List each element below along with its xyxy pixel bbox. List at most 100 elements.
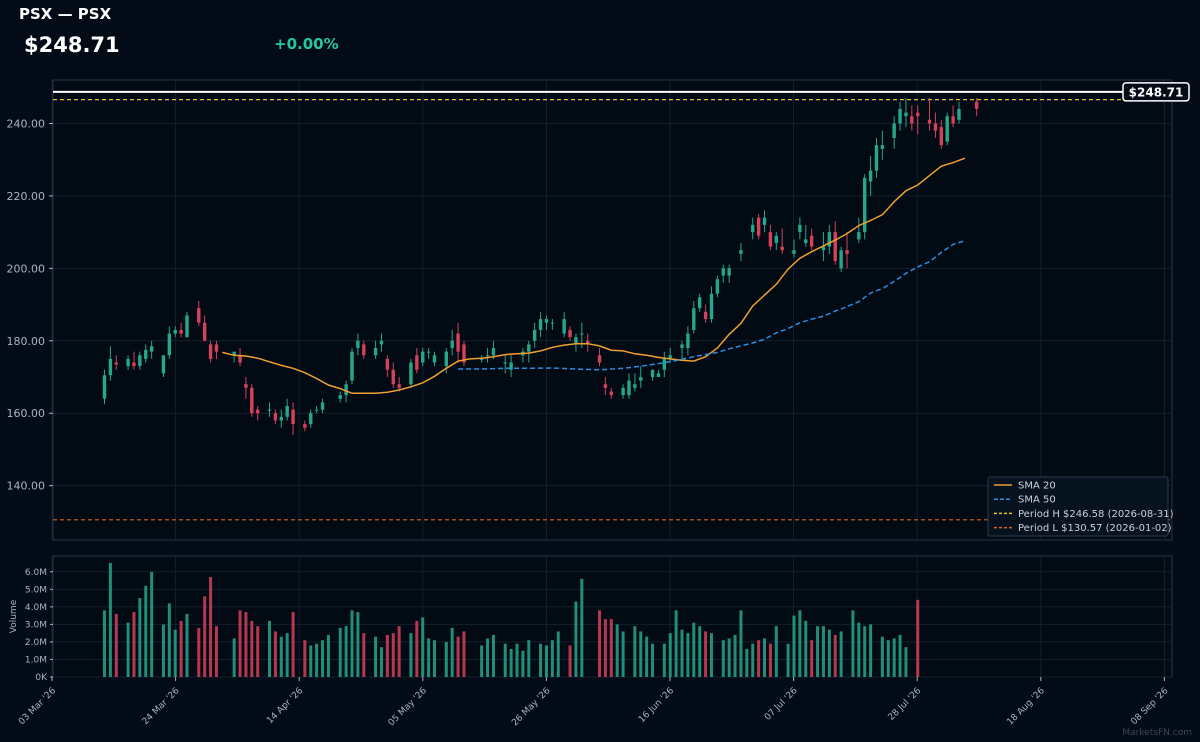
- x-axis: 03 Mar '26 24 Mar '26 14 Apr '26 05 May '26…: [17, 677, 1171, 728]
- candle-body: [314, 409, 319, 411]
- volume-bar: [615, 624, 619, 677]
- candle-body: [597, 355, 602, 363]
- volume-bar: [114, 613, 118, 677]
- volume-tick-label: 4.0M: [25, 603, 47, 613]
- volume-bar: [486, 638, 490, 677]
- candle-body: [126, 358, 130, 367]
- volume-bar: [544, 645, 548, 677]
- legend-box: [987, 476, 1169, 537]
- candle-body: [114, 362, 118, 365]
- candle-body: [503, 362, 507, 364]
- volume-bar: [804, 620, 808, 677]
- volume-bar: [833, 634, 837, 677]
- candle-body: [362, 344, 366, 356]
- volume-bar: [338, 627, 342, 677]
- x-tick-label: 14 Apr '26: [265, 686, 305, 726]
- volume-bar: [185, 613, 189, 677]
- volume-bar: [344, 626, 348, 677]
- volume-tick-label: 1.0M: [25, 655, 47, 665]
- candle-body: [373, 348, 378, 356]
- candle-body: [709, 293, 714, 320]
- volume-bar: [362, 633, 366, 677]
- candle-body: [108, 358, 113, 376]
- volume-bar: [739, 610, 743, 677]
- volume-bar: [810, 640, 814, 677]
- candle-body: [379, 340, 384, 345]
- candle-body: [650, 369, 655, 378]
- candle-body: [450, 340, 454, 349]
- x-tick-label: 07 Jul '26: [763, 686, 800, 723]
- legend-item-label: SMA 20: [1018, 481, 1056, 492]
- volume-bar: [291, 612, 295, 677]
- volume-panel: 0K 1.0M 2.0M 3.0M 4.0M 5.0M 6.0M Volume: [9, 555, 1173, 683]
- x-tick-label: 26 May '26: [510, 686, 552, 728]
- y-tick-label: 140.00: [7, 480, 46, 493]
- candle-body: [762, 217, 767, 225]
- volume-bar: [103, 610, 106, 677]
- volume-tick-label: 5.0M: [25, 585, 47, 595]
- volume-bar: [621, 631, 625, 677]
- volume-bar: [662, 643, 666, 677]
- candle-body: [527, 344, 531, 352]
- volume-bar: [326, 634, 330, 677]
- volume-bar: [138, 598, 142, 677]
- candle-body: [309, 413, 313, 425]
- volume-bar: [480, 645, 484, 677]
- volume-bar: [521, 650, 525, 677]
- candle-body: [751, 224, 755, 233]
- volume-bar: [391, 633, 395, 677]
- candle-body: [161, 355, 166, 374]
- candle-body: [662, 358, 667, 370]
- candle-body: [780, 246, 784, 251]
- candle-body: [462, 344, 466, 363]
- volume-bar: [108, 563, 112, 677]
- volume-bar: [350, 610, 354, 677]
- candle-body: [144, 349, 148, 359]
- volume-bar: [880, 636, 884, 677]
- candle-body: [833, 232, 837, 262]
- candle-body: [544, 319, 549, 323]
- candle-body: [256, 409, 260, 414]
- candle-body: [827, 232, 832, 247]
- volume-bar: [491, 634, 495, 677]
- candle-body: [509, 362, 513, 370]
- volume-bar: [179, 620, 183, 677]
- legend: SMA 20 SMA 50 Period H $246.58 (2026-08-31…: [987, 476, 1174, 537]
- volume-bar: [727, 638, 731, 677]
- volume-bar: [574, 601, 578, 677]
- candle-body: [179, 329, 183, 334]
- candle-body: [538, 319, 543, 330]
- volume-bar: [250, 620, 254, 677]
- volume-bar: [692, 622, 696, 677]
- candle-body: [356, 340, 360, 349]
- volume-bar: [751, 643, 755, 677]
- volume-bar: [397, 626, 401, 677]
- volume-bar: [503, 643, 507, 677]
- candle-body: [945, 116, 949, 142]
- candle-body: [927, 119, 932, 124]
- candle-body: [668, 355, 672, 359]
- candle-body: [845, 250, 849, 254]
- volume-bar: [892, 638, 896, 677]
- last-price-badge-label: $248.71: [1129, 85, 1184, 99]
- candle-body: [721, 268, 725, 276]
- price-panel-frame: [52, 79, 1173, 541]
- volume-bar: [851, 610, 855, 677]
- volume-bar: [238, 610, 242, 677]
- candle-body: [102, 375, 107, 399]
- candle-body: [621, 387, 625, 396]
- volume-bar: [645, 636, 649, 677]
- volume-bar: [904, 647, 908, 677]
- volume-bar: [768, 643, 772, 677]
- candle-body: [250, 387, 254, 414]
- volume-bar: [857, 622, 861, 677]
- volume-bar: [421, 617, 425, 677]
- volume-bar: [639, 631, 643, 677]
- candle-body: [132, 362, 136, 367]
- x-tick-label: 08 Sep '26: [1129, 686, 1170, 727]
- candle-body: [267, 409, 272, 411]
- candle-body: [320, 402, 325, 410]
- volume-bar: [763, 638, 767, 677]
- volume-bar: [598, 610, 602, 677]
